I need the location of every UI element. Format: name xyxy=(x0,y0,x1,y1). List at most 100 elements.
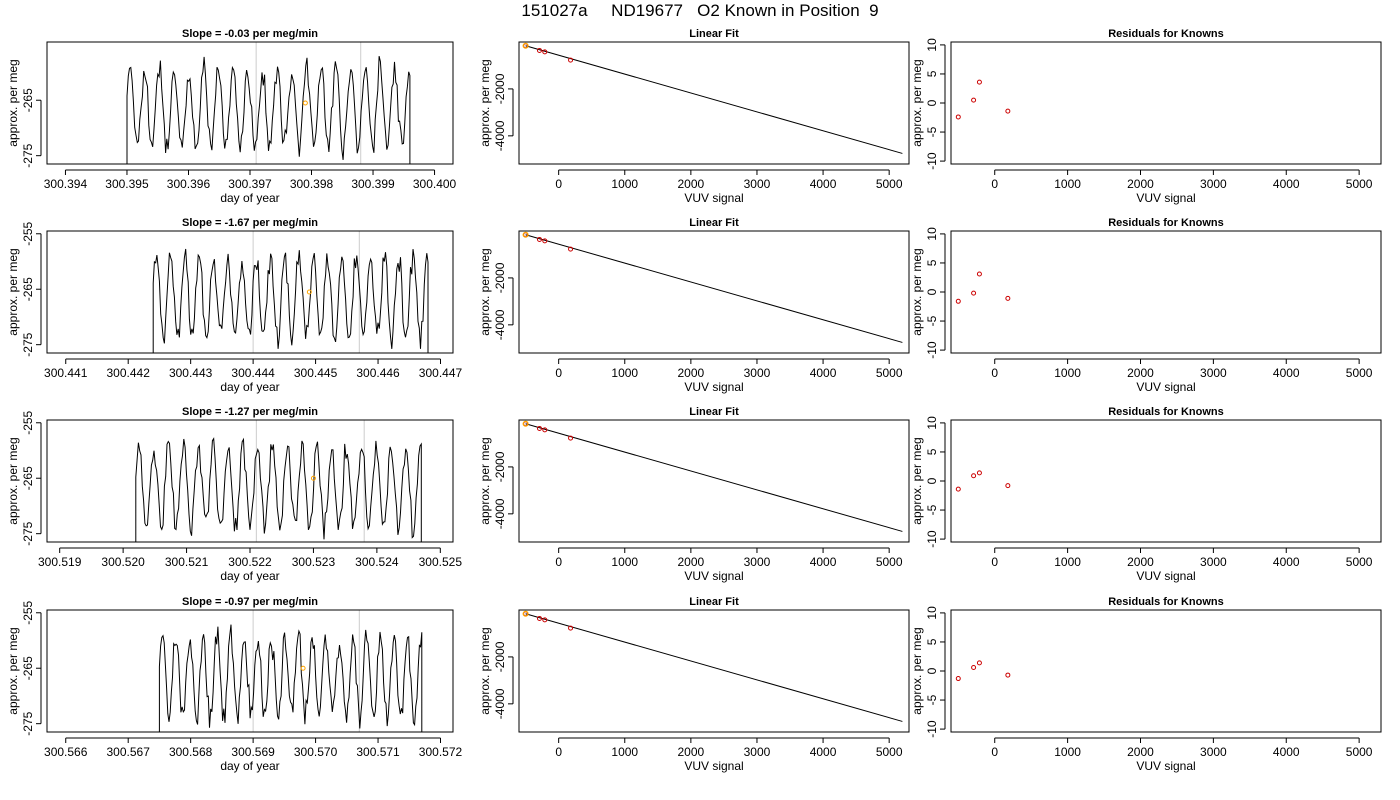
x-tick-label: 2000 xyxy=(678,745,705,759)
plot-frame xyxy=(518,230,910,354)
x-tick-label: 2000 xyxy=(1127,177,1154,191)
x-tick-label: 4000 xyxy=(1273,177,1300,191)
x-axis-label: VUV signal xyxy=(684,191,743,205)
y-tick-label: -4000 xyxy=(493,309,507,340)
fit-line xyxy=(525,234,903,343)
plot-frame xyxy=(46,230,454,354)
x-axis-label: VUV signal xyxy=(1136,380,1195,394)
x-tick-label: 300.567 xyxy=(107,745,151,759)
plot-frame xyxy=(950,609,1382,733)
signal-trace xyxy=(158,624,423,732)
x-tick-label: 3000 xyxy=(744,366,771,380)
y-axis-label: approx. per meg xyxy=(478,248,492,335)
y-tick-label: -265 xyxy=(21,466,35,490)
residual-point xyxy=(976,660,982,666)
x-tick-label: 300.397 xyxy=(228,177,272,191)
y-tick-label: 10 xyxy=(925,606,939,620)
data-point xyxy=(568,246,574,252)
x-tick-label: 0 xyxy=(991,745,998,759)
x-tick-label: 0 xyxy=(991,177,998,191)
x-tick-label: 1000 xyxy=(611,177,638,191)
y-tick-label: -265 xyxy=(21,88,35,112)
y-tick-label: -5 xyxy=(925,504,939,515)
y-tick-label: -275 xyxy=(21,711,35,735)
signal-trace xyxy=(126,55,411,164)
panel-3-1: Slope = -1.27 per meg/min 300.519 300.520 3… xyxy=(6,406,462,583)
plot-area xyxy=(522,231,903,343)
x-axis-label: VUV signal xyxy=(1136,569,1195,583)
x-axis-label: day of year xyxy=(220,759,279,773)
x-tick-label: 300.572 xyxy=(419,745,463,759)
data-point xyxy=(542,427,548,433)
y-tick-label: 5 xyxy=(925,70,939,77)
residual-point xyxy=(971,290,977,296)
x-tick-label: 3000 xyxy=(744,177,771,191)
x-tick-label: 0 xyxy=(555,177,562,191)
x-tick-label: 1000 xyxy=(611,366,638,380)
x-tick-label: 3000 xyxy=(1200,177,1227,191)
y-tick-label: 10 xyxy=(925,38,939,52)
y-tick-label: -275 xyxy=(21,521,35,545)
x-tick-label: 2000 xyxy=(1127,745,1154,759)
x-axis-label: VUV signal xyxy=(1136,759,1195,773)
panel-2-1: Slope = -1.67 per meg/min 300.441 300.442 3… xyxy=(6,217,463,394)
highlight-point xyxy=(522,420,529,427)
plot-frame xyxy=(518,419,910,543)
panel-title: Slope = -0.97 per meg/min xyxy=(182,596,318,608)
y-tick-label: -4000 xyxy=(493,120,507,151)
y-tick-label: 0 xyxy=(925,477,939,484)
y-tick-label: -10 xyxy=(925,720,939,738)
plot-frame xyxy=(518,41,910,165)
y-tick-label: -265 xyxy=(21,656,35,680)
y-tick-label: -2000 xyxy=(493,262,507,293)
signal-trace xyxy=(152,248,429,353)
residual-point xyxy=(976,79,982,85)
y-tick-label: 5 xyxy=(925,448,939,455)
panel-1-2: Linear Fit 0 1000 2000 3000 4000 5000 VUV signa… xyxy=(478,28,910,205)
panel-title: Slope = -0.03 per meg/min xyxy=(182,28,318,40)
y-tick-label: -255 xyxy=(21,600,35,624)
x-tick-label: 300.570 xyxy=(294,745,338,759)
y-tick-label: -10 xyxy=(925,152,939,170)
highlight-point xyxy=(522,610,529,617)
y-axis-label: approx. per meg xyxy=(6,627,20,714)
y-axis-label: approx. per meg xyxy=(6,437,20,524)
data-point xyxy=(568,625,574,631)
residual-point xyxy=(971,473,977,479)
panel-title: Slope = -1.67 per meg/min xyxy=(182,217,318,229)
fit-line xyxy=(525,45,903,154)
data-point xyxy=(536,47,542,53)
fit-line xyxy=(525,613,903,722)
plot-area xyxy=(955,660,1011,682)
plot-area xyxy=(955,79,1011,120)
data-point xyxy=(542,617,548,623)
mean-marker xyxy=(302,100,308,106)
x-tick-label: 2000 xyxy=(1127,366,1154,380)
x-tick-label: 300.524 xyxy=(355,555,399,569)
x-axis-label: day of year xyxy=(220,569,279,583)
y-axis-label: approx. per meg xyxy=(910,248,924,335)
panel-title: Residuals for Knowns xyxy=(1108,406,1224,418)
x-tick-label: 300.571 xyxy=(356,745,400,759)
panel-title: Residuals for Knowns xyxy=(1108,217,1224,229)
y-tick-label: -265 xyxy=(21,277,35,301)
x-tick-label: 300.443 xyxy=(169,366,213,380)
data-point xyxy=(536,236,542,242)
y-axis-label: approx. per meg xyxy=(478,627,492,714)
y-axis-label: approx. per meg xyxy=(6,248,20,335)
x-tick-label: 5000 xyxy=(876,366,903,380)
y-tick-label: -5 xyxy=(925,126,939,137)
y-tick-label: -10 xyxy=(925,530,939,548)
highlight-point xyxy=(522,42,529,49)
x-tick-label: 0 xyxy=(555,555,562,569)
x-axis-label: VUV signal xyxy=(1136,191,1195,205)
plot-area xyxy=(522,420,903,532)
data-point xyxy=(536,425,542,431)
x-tick-label: 0 xyxy=(555,745,562,759)
y-tick-label: -2000 xyxy=(493,73,507,104)
x-tick-label: 5000 xyxy=(1346,745,1373,759)
y-tick-label: -275 xyxy=(21,332,35,356)
residual-point xyxy=(976,271,982,277)
data-point xyxy=(542,49,548,55)
